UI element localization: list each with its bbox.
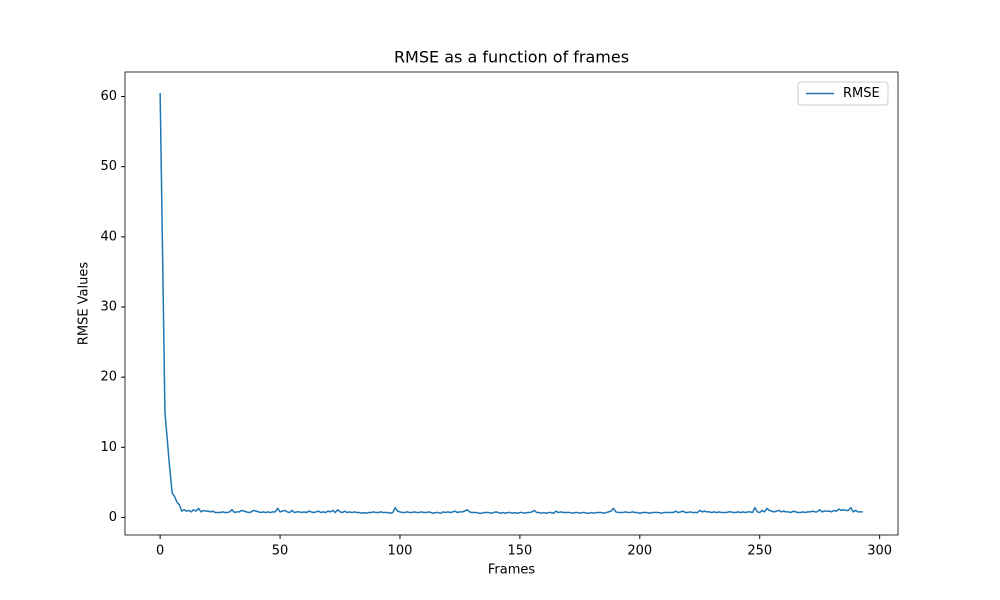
plot-frame bbox=[124, 71, 899, 536]
x-tick-label: 50 bbox=[272, 544, 289, 559]
x-tick-label: 100 bbox=[388, 544, 413, 559]
y-tick-label: 0 bbox=[109, 510, 117, 525]
legend-box bbox=[797, 81, 889, 106]
y-tick-label: 10 bbox=[100, 440, 117, 455]
y-tick-label: 30 bbox=[100, 300, 117, 315]
y-tick-label: 50 bbox=[100, 159, 117, 174]
x-tick-label: 150 bbox=[507, 544, 532, 559]
data-line bbox=[159, 93, 863, 514]
y-axis-label: RMSE Values bbox=[77, 262, 92, 346]
x-tick-label: 200 bbox=[627, 544, 652, 559]
x-tick-label: 300 bbox=[867, 544, 892, 559]
x-tick-label: 250 bbox=[747, 544, 772, 559]
y-tick-label: 60 bbox=[100, 89, 117, 104]
y-tick-label: 20 bbox=[100, 370, 117, 385]
x-tick-label: 0 bbox=[156, 544, 164, 559]
chart-title: RMSE as a function of frames bbox=[394, 48, 629, 67]
y-tick-label: 40 bbox=[100, 229, 117, 244]
legend-label: RMSE bbox=[843, 86, 880, 101]
x-axis-label: Frames bbox=[488, 563, 536, 578]
